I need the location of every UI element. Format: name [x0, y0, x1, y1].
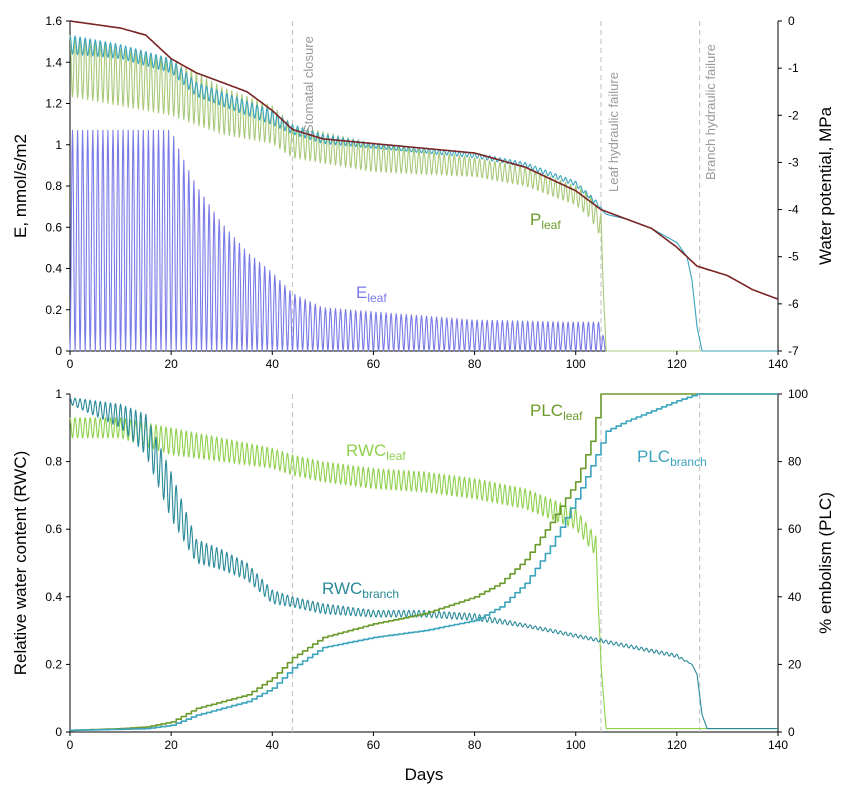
x-tick-label: 0 — [67, 738, 74, 752]
top-x-tick-labels: 0 20 40 60 80 100 120 140 — [67, 351, 788, 371]
left-tick-label: 1 — [55, 387, 62, 401]
series-line-p-soil — [69, 20, 779, 300]
x-tick-label: 0 — [67, 357, 74, 371]
top-right-axis-label: Water potential, MPa — [816, 106, 835, 265]
top-chart-panel: 0 20 40 60 80 100 120 140 0 0.2 0.4 0.6 0.8 1 1.2 1.4 1… — [11, 14, 835, 371]
event-label-branch-hydraulic-failure: Branch hydraulic failure — [703, 44, 718, 180]
top-event-lines — [291, 21, 701, 351]
left-tick-label: 1.6 — [45, 14, 62, 28]
left-tick-label: 1 — [55, 138, 62, 152]
left-tick-label: 1.4 — [45, 55, 62, 69]
right-tick-label: 40 — [788, 590, 802, 604]
x-tick-label: 20 — [164, 357, 178, 371]
left-tick-label: 0 — [55, 344, 62, 358]
left-tick-label: 0.6 — [45, 220, 62, 234]
x-tick-label: 120 — [667, 738, 687, 752]
x-tick-label: 120 — [667, 357, 687, 371]
right-tick-label: 100 — [788, 387, 808, 401]
x-tick-label: 100 — [566, 738, 586, 752]
bottom-left-tick-labels: 0 0.2 0.4 0.6 0.8 1 — [45, 387, 70, 739]
left-tick-label: 0.4 — [45, 262, 62, 276]
right-tick-label: 20 — [788, 657, 802, 671]
x-tick-label: 140 — [768, 357, 788, 371]
x-tick-label: 60 — [367, 738, 381, 752]
bottom-x-tick-labels: 0 20 40 60 80 100 120 140 — [67, 732, 788, 752]
series-line-plc-leaf — [70, 393, 778, 732]
x-tick-label: 80 — [468, 357, 482, 371]
right-tick-label: -2 — [788, 108, 799, 122]
left-tick-label: 0 — [55, 725, 62, 739]
series-label-plc-branch: PLCbranch — [637, 447, 707, 469]
series-line-p-leaf — [69, 35, 779, 352]
left-tick-label: 0.6 — [45, 522, 62, 536]
series-label-rwc-leaf: RWCleaf — [346, 441, 406, 463]
right-tick-label: -5 — [788, 250, 799, 264]
x-tick-label: 40 — [266, 357, 280, 371]
series-label-e-leaf: Eleaf — [356, 283, 387, 305]
right-tick-label: -3 — [788, 155, 799, 169]
x-tick-label: 80 — [468, 738, 482, 752]
left-tick-label: 0.2 — [45, 303, 62, 317]
x-tick-label: 100 — [566, 357, 586, 371]
left-tick-label: 0.2 — [45, 657, 62, 671]
series-label-p-leaf: Pleaf — [530, 210, 561, 232]
event-label-leaf-hydraulic-failure: Leaf hydraulic failure — [606, 72, 621, 192]
series-line-rwc-branch — [69, 397, 779, 730]
series-line-rwc-leaf — [69, 417, 779, 730]
x-tick-label: 140 — [768, 738, 788, 752]
left-tick-label: 0.8 — [45, 455, 62, 469]
series-line-e-leaf — [69, 129, 779, 352]
right-tick-label: 80 — [788, 455, 802, 469]
top-series-group — [69, 20, 779, 352]
right-tick-label: -6 — [788, 297, 799, 311]
left-tick-label: 1.2 — [45, 97, 62, 111]
left-tick-label: 0.8 — [45, 179, 62, 193]
right-tick-label: -1 — [788, 61, 799, 75]
event-label-stomatal-closure: Stomatal closure — [301, 36, 316, 133]
bottom-left-axis-label: Relative water content (RWC) — [11, 451, 30, 676]
series-label-plc-leaf: PLCleaf — [530, 401, 583, 423]
top-left-axis-label: E, mmol/s/m2 — [11, 134, 30, 238]
left-tick-label: 0.4 — [45, 590, 62, 604]
series-label-rwc-branch: RWCbranch — [322, 579, 399, 601]
bottom-series-group — [69, 393, 779, 732]
right-tick-label: 0 — [788, 14, 795, 28]
x-tick-label: 60 — [367, 357, 381, 371]
series-line-plc-branch — [70, 393, 778, 732]
bottom-right-axis-label: % embolism (PLC) — [816, 492, 835, 634]
top-right-tick-labels: 0 -1 -2 -3 -4 -5 -6 -7 — [778, 14, 799, 358]
bottom-chart-panel: 0 20 40 60 80 100 120 140 0 0.2 0.4 0.6 0.8 1 0 20 40 6… — [11, 387, 835, 784]
x-tick-label: 40 — [266, 738, 280, 752]
x-axis-label: Days — [405, 765, 444, 784]
right-tick-label: 60 — [788, 522, 802, 536]
right-tick-label: -7 — [788, 344, 799, 358]
bottom-right-tick-labels: 0 20 40 60 80 100 — [778, 387, 808, 739]
series-line-p-branch — [69, 34, 779, 352]
right-tick-label: 0 — [788, 725, 795, 739]
top-left-tick-labels: 0 0.2 0.4 0.6 0.8 1 1.2 1.4 1.6 — [45, 14, 70, 358]
x-tick-label: 20 — [164, 738, 178, 752]
right-tick-label: -4 — [788, 203, 799, 217]
